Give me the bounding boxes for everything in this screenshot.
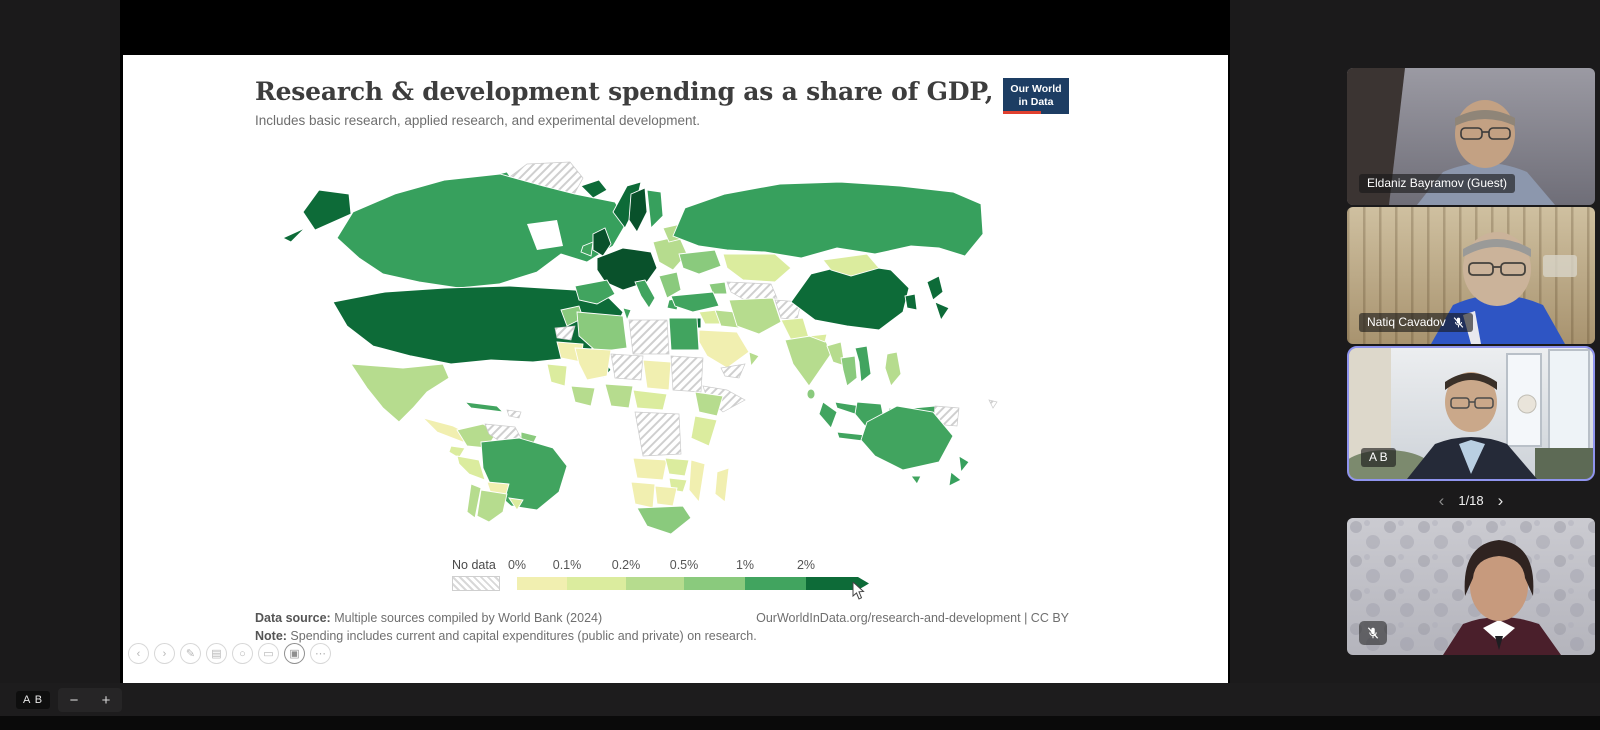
zoom-controls: − + bbox=[58, 688, 122, 712]
data-source-label: Data source: bbox=[255, 611, 331, 625]
legend-tick-5: 2% bbox=[796, 558, 816, 572]
legend-tick-4: 1% bbox=[735, 558, 755, 572]
participant-video-4 bbox=[1347, 518, 1595, 655]
legend-arrow-tip bbox=[858, 577, 869, 590]
toolbar-next-icon[interactable]: › bbox=[154, 643, 175, 664]
data-source-text: Multiple sources compiled by World Bank … bbox=[330, 611, 603, 625]
owid-credit-link[interactable]: OurWorldInData.org/research-and-developm… bbox=[756, 611, 1069, 625]
legend-no-data-swatch bbox=[452, 576, 500, 591]
owid-logo-line1: Our World bbox=[1010, 83, 1062, 95]
legend-color-scale bbox=[517, 577, 869, 590]
mouse-cursor bbox=[852, 582, 865, 600]
participant-tile-ab[interactable]: A B bbox=[1347, 346, 1595, 481]
owid-logo-line2: in Data bbox=[1018, 96, 1054, 108]
world-choropleth-map bbox=[275, 150, 1035, 545]
page-indicator: 1/18 bbox=[1458, 492, 1484, 508]
legend-seg-4 bbox=[745, 577, 806, 590]
mic-muted-icon bbox=[1453, 316, 1463, 328]
legend-seg-3 bbox=[684, 577, 745, 590]
legend-no-data-label: No data bbox=[452, 558, 496, 572]
note-line: Note: Spending includes current and capi… bbox=[255, 629, 757, 643]
legend-tick-2: 0.2% bbox=[611, 558, 641, 572]
toolbar-camera-icon[interactable]: ▣ bbox=[284, 643, 305, 664]
participant-tile-eldaniz[interactable]: Eldaniz Bayramov (Guest) bbox=[1347, 68, 1595, 205]
mic-muted-chip bbox=[1359, 621, 1387, 645]
owid-logo: Our World in Data bbox=[1003, 78, 1069, 114]
legend-tick-3: 0.5% bbox=[669, 558, 699, 572]
zoom-in-button[interactable]: + bbox=[101, 691, 111, 709]
toolbar-pen-icon[interactable]: ✎ bbox=[180, 643, 201, 664]
participant-name: A B bbox=[1369, 450, 1388, 464]
participant-tile-natiq[interactable]: Natiq Cavadov bbox=[1347, 207, 1595, 344]
legend-seg-2 bbox=[626, 577, 684, 590]
prev-page-icon[interactable]: ‹ bbox=[1438, 490, 1445, 510]
toolbar-more-icon[interactable]: ⋯ bbox=[310, 643, 331, 664]
next-page-icon[interactable]: › bbox=[1497, 490, 1504, 510]
presentation-slide: Research & development spending as a sha… bbox=[123, 55, 1228, 683]
legend-seg-1 bbox=[567, 577, 626, 590]
participant-name: Natiq Cavadov bbox=[1367, 315, 1446, 329]
toolbar-prev-icon[interactable]: ‹ bbox=[128, 643, 149, 664]
note-label: Note: bbox=[255, 629, 287, 643]
toolbar-zoom-icon[interactable]: ○ bbox=[232, 643, 253, 664]
participant-tile-4[interactable] bbox=[1347, 518, 1595, 655]
legend-seg-0 bbox=[517, 577, 567, 590]
legend-tick-1: 0.1% bbox=[552, 558, 582, 572]
self-initials-badge: A B bbox=[16, 691, 51, 709]
toolbar-thumbnails-icon[interactable]: ▤ bbox=[206, 643, 227, 664]
note-text: Spending includes current and capital ex… bbox=[286, 629, 757, 643]
participant-name-chip: Natiq Cavadov bbox=[1359, 313, 1473, 332]
legend-seg-5 bbox=[806, 577, 858, 590]
participant-name-chip: A B bbox=[1361, 448, 1396, 467]
participant-name: Eldaniz Bayramov (Guest) bbox=[1367, 176, 1508, 190]
annotation-toolbar: ‹ › ✎ ▤ ○ ▭ ▣ ⋯ bbox=[128, 643, 331, 664]
owid-logo-accent bbox=[1003, 111, 1041, 114]
toolbar-laser-icon[interactable]: ▭ bbox=[258, 643, 279, 664]
app-bottom-bar: A B − + bbox=[0, 683, 1600, 716]
screen-share-area: Research & development spending as a sha… bbox=[120, 0, 1230, 683]
mic-muted-icon bbox=[1367, 627, 1379, 639]
legend-tick-0: 0% bbox=[507, 558, 527, 572]
zoom-out-button[interactable]: − bbox=[69, 691, 79, 709]
world-map-svg bbox=[281, 161, 998, 535]
chart-title: Research & development spending as a sha… bbox=[255, 77, 1071, 106]
bottom-edge-strip bbox=[0, 716, 1600, 730]
chart-subtitle: Includes basic research, applied researc… bbox=[255, 113, 701, 128]
tile-pagination: ‹ 1/18 › bbox=[1347, 488, 1595, 512]
participant-name-chip: Eldaniz Bayramov (Guest) bbox=[1359, 174, 1516, 193]
data-source-line: Data source: Multiple sources compiled b… bbox=[255, 611, 602, 625]
